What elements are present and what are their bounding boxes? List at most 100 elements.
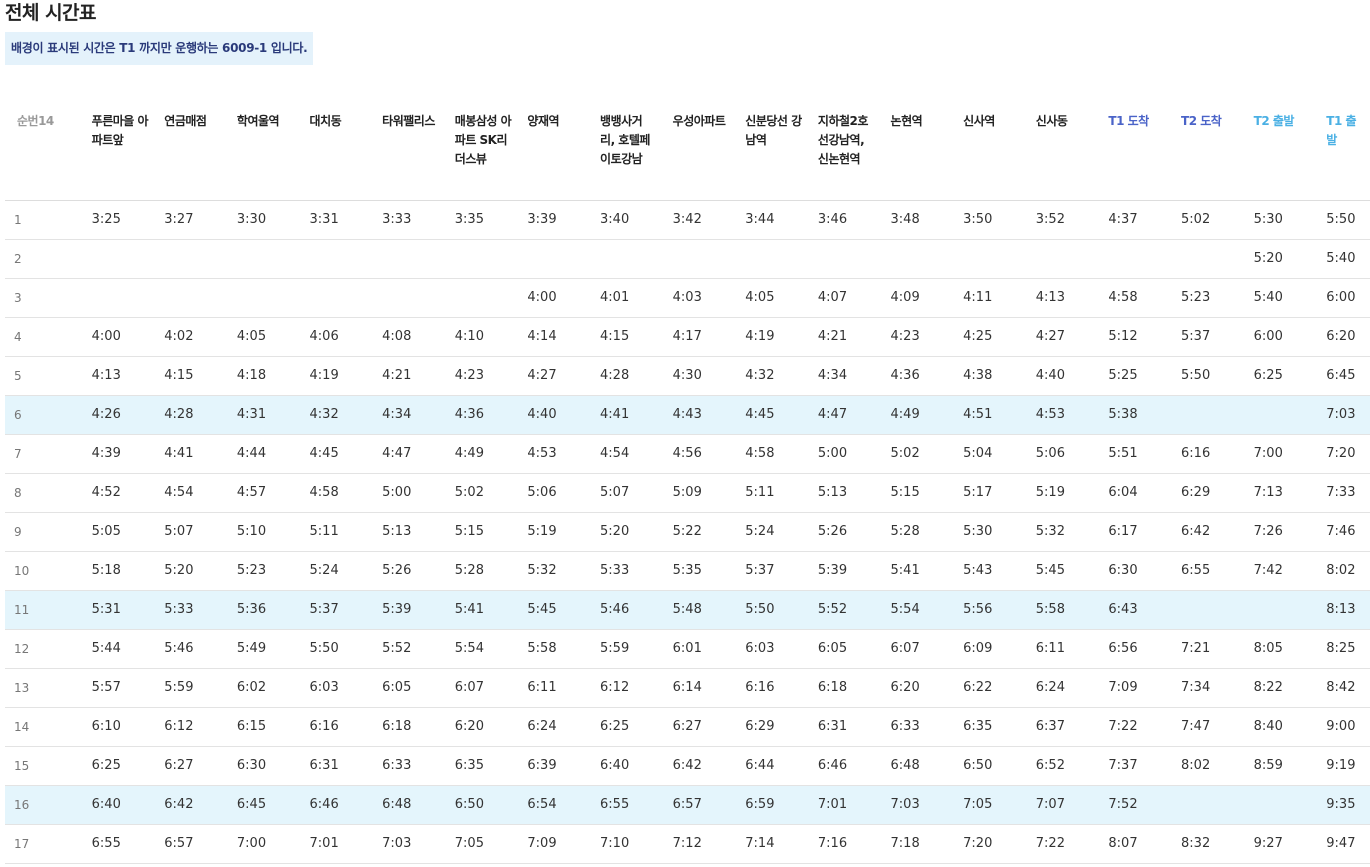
row-sequence: 6	[5, 395, 80, 435]
time-cell: 7:05	[442, 824, 516, 864]
row-sequence: 8	[5, 473, 80, 513]
time-cell: 6:29	[733, 707, 806, 747]
time-cell: 5:41	[878, 551, 952, 591]
time-cell: 7:01	[297, 824, 371, 864]
time-cell: 4:10	[442, 317, 516, 357]
header-stop: 신사동	[1023, 100, 1097, 201]
row-sequence: 2	[5, 239, 80, 279]
header-stop: T2 출발	[1241, 100, 1315, 201]
time-cell	[297, 278, 371, 318]
time-cell	[951, 239, 1024, 279]
time-cell: 5:50	[1314, 200, 1370, 240]
time-cell: 4:28	[588, 356, 661, 396]
table-row: 15 6:25 6:27 6:30 6:31 6:33 6:35 6:39 6:40 6:42 6:…	[5, 746, 1370, 786]
time-cell: 4:15	[588, 317, 661, 357]
time-cell: 6:20	[442, 707, 516, 747]
time-cell: 6:01	[660, 629, 734, 669]
time-cell	[1241, 590, 1315, 630]
time-cell: 5:46	[152, 629, 225, 669]
time-cell: 8:42	[1314, 668, 1370, 708]
time-cell: 6:56	[1096, 629, 1170, 669]
time-cell: 5:05	[79, 512, 153, 552]
time-cell: 7:07	[1023, 785, 1097, 825]
time-cell: 5:17	[951, 473, 1024, 513]
time-cell: 5:36	[224, 590, 298, 630]
time-cell: 7:21	[1169, 629, 1242, 669]
time-cell: 5:28	[442, 551, 516, 591]
time-cell: 4:36	[878, 356, 952, 396]
time-cell	[1241, 395, 1315, 435]
time-cell: 5:06	[1023, 434, 1097, 474]
time-cell	[588, 239, 661, 279]
time-cell: 4:32	[733, 356, 806, 396]
time-cell: 6:07	[442, 668, 516, 708]
time-cell: 5:33	[588, 551, 661, 591]
time-cell: 5:32	[1023, 512, 1097, 552]
time-cell	[1169, 785, 1242, 825]
time-cell: 7:05	[951, 785, 1024, 825]
time-cell: 7:00	[1241, 434, 1315, 474]
table-row: 7 4:39 4:41 4:44 4:45 4:47 4:49 4:53 4:54 4:56 4:5…	[5, 434, 1370, 474]
time-cell	[515, 239, 589, 279]
time-cell: 5:45	[1023, 551, 1097, 591]
time-cell: 4:31	[224, 395, 298, 435]
time-cell: 4:27	[1023, 317, 1097, 357]
time-cell: 5:13	[805, 473, 879, 513]
time-cell	[224, 278, 298, 318]
table-row: 5 4:13 4:15 4:18 4:19 4:21 4:23 4:27 4:28 4:30 4:3…	[5, 356, 1370, 396]
notice-banner: 배경이 표시된 시간은 T1 까지만 운행하는 6009-1 입니다.	[5, 32, 314, 65]
table-row: 14 6:10 6:12 6:15 6:16 6:18 6:20 6:24 6:25 6:27 6:…	[5, 707, 1370, 747]
time-cell: 6:48	[370, 785, 443, 825]
time-cell: 5:02	[442, 473, 516, 513]
table-row: 17 6:55 6:57 7:00 7:01 7:03 7:05 7:09 7:10 7:12 7:…	[5, 824, 1370, 864]
time-cell: 8:02	[1169, 746, 1242, 786]
time-cell	[1023, 239, 1097, 279]
header-stop: T2 도착	[1169, 100, 1242, 201]
time-cell: 8:13	[1314, 590, 1370, 630]
time-cell	[1169, 590, 1242, 630]
time-cell: 6:55	[1169, 551, 1242, 591]
time-cell: 5:00	[805, 434, 879, 474]
time-cell: 6:44	[733, 746, 806, 786]
time-cell: 6:12	[588, 668, 661, 708]
time-cell: 3:46	[805, 200, 879, 240]
time-cell	[660, 239, 734, 279]
header-stop: T1 출발	[1314, 100, 1370, 201]
row-sequence: 1	[5, 200, 80, 240]
time-cell: 6:11	[515, 668, 589, 708]
time-cell: 6:03	[733, 629, 806, 669]
time-cell: 4:19	[297, 356, 371, 396]
time-cell: 7:00	[224, 824, 298, 864]
time-cell: 4:15	[152, 356, 225, 396]
time-cell	[370, 278, 443, 318]
header-stop: 타워팰리스	[370, 100, 443, 201]
time-cell: 4:08	[370, 317, 443, 357]
page-title: 전체 시간표	[5, 2, 97, 24]
time-cell: 6:16	[1169, 434, 1242, 474]
header-stop: 우성아파트	[660, 100, 734, 201]
time-cell: 6:05	[370, 668, 443, 708]
time-cell: 4:26	[79, 395, 153, 435]
time-cell: 6:31	[805, 707, 879, 747]
time-cell: 5:44	[79, 629, 153, 669]
time-cell: 6:40	[588, 746, 661, 786]
time-cell: 5:30	[951, 512, 1024, 552]
row-sequence: 17	[5, 824, 80, 864]
time-cell: 5:35	[660, 551, 734, 591]
time-cell: 3:27	[152, 200, 225, 240]
time-cell: 5:54	[442, 629, 516, 669]
time-cell: 4:39	[79, 434, 153, 474]
time-cell: 6:52	[1023, 746, 1097, 786]
time-cell: 6:39	[515, 746, 589, 786]
time-cell: 4:21	[370, 356, 443, 396]
time-cell	[152, 239, 225, 279]
row-sequence: 16	[5, 785, 80, 825]
time-cell: 4:53	[1023, 395, 1097, 435]
row-sequence: 10	[5, 551, 80, 591]
time-cell: 5:10	[224, 512, 298, 552]
time-cell: 5:37	[733, 551, 806, 591]
time-cell: 3:25	[79, 200, 153, 240]
table-row: 9 5:05 5:07 5:10 5:11 5:13 5:15 5:19 5:20 5:22 5:2…	[5, 512, 1370, 552]
header-stop: 학여울역	[224, 100, 298, 201]
